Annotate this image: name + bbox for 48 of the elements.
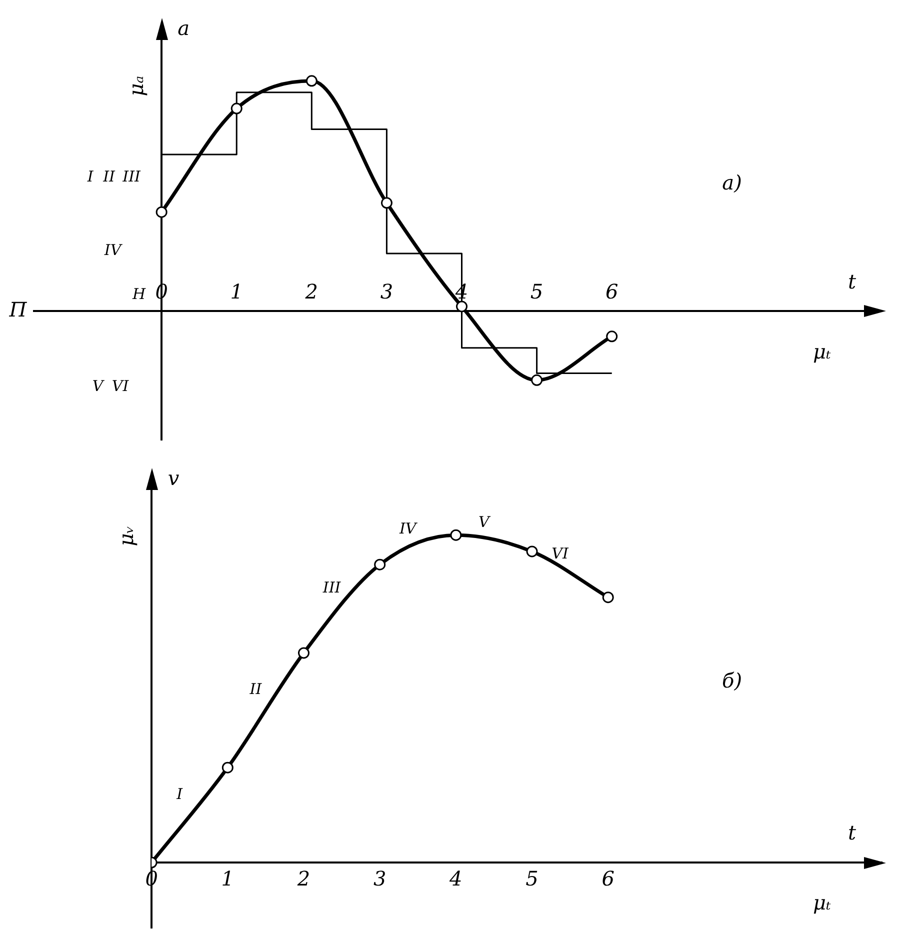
x-tick-label: 2 — [296, 866, 310, 891]
annotation: I — [176, 784, 184, 803]
annotation: III — [322, 578, 342, 597]
point — [526, 546, 538, 558]
annotation: I — [86, 167, 94, 186]
text: a — [178, 16, 190, 40]
text: V — [478, 513, 492, 532]
x-tick-label: 5 — [526, 866, 538, 891]
x-tick-label: 2 — [304, 279, 318, 304]
x-tick-label: 4 — [448, 866, 462, 891]
point — [602, 592, 614, 604]
annotation: V — [92, 376, 106, 395]
annotation: VI — [112, 376, 130, 395]
x-tick-label: 5 — [530, 279, 544, 304]
x-axis-title: t — [848, 269, 857, 294]
annotation: IV — [103, 241, 124, 260]
x-tick-label: 1 — [221, 866, 234, 891]
x-tick-label: 3 — [373, 866, 386, 891]
x-tick-label: 6 — [602, 866, 615, 891]
annotation: μₜ — [813, 339, 832, 364]
x-tick-label: 1 — [230, 279, 243, 304]
point — [380, 197, 392, 209]
x-axis-title: t — [848, 820, 857, 845]
point — [450, 529, 462, 541]
point — [222, 762, 234, 774]
annotation: VI — [552, 544, 570, 562]
text: v — [168, 466, 180, 490]
point — [156, 206, 168, 218]
point — [298, 647, 310, 659]
point — [531, 374, 543, 386]
annotation: H — [132, 284, 147, 303]
point — [374, 558, 386, 570]
x-tick-label: 6 — [605, 279, 618, 304]
text: μₜ — [813, 890, 832, 915]
point — [306, 75, 318, 87]
point — [456, 300, 468, 312]
y-axis-title: μᵥ — [114, 526, 138, 546]
annotation: II — [248, 680, 263, 698]
text: П — [8, 297, 28, 322]
annotation: II — [102, 167, 116, 186]
annotation: б) — [722, 668, 742, 693]
annotation: III — [122, 167, 142, 186]
x-tick-label: 3 — [380, 279, 394, 304]
y-axis-title: μₐ — [124, 76, 148, 96]
point — [230, 102, 242, 114]
annotation: a) — [722, 170, 742, 195]
annotation: IV — [398, 520, 418, 538]
point — [606, 330, 618, 342]
